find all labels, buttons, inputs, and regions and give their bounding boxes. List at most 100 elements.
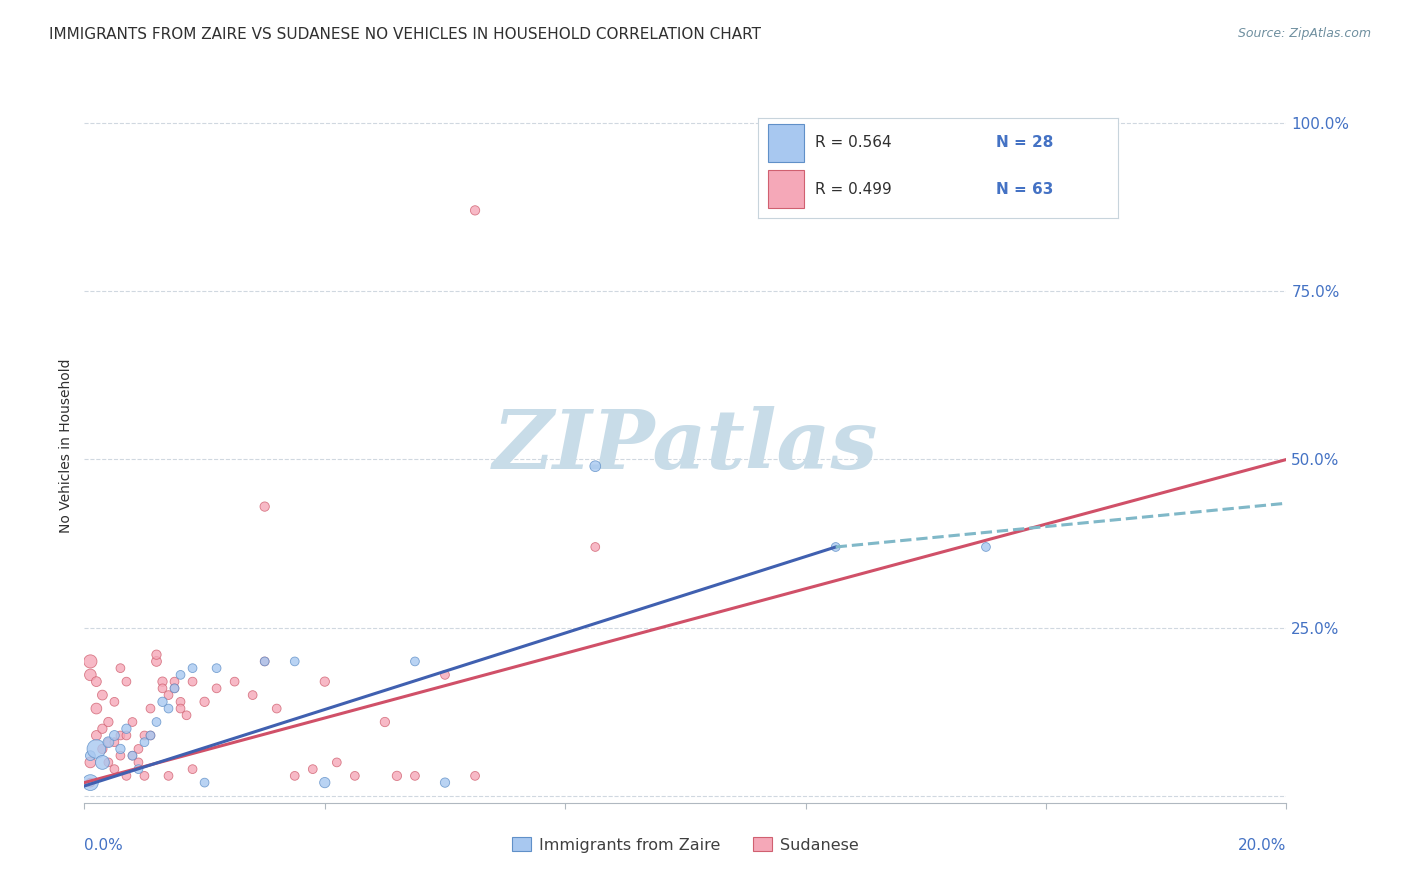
Point <box>86 729 108 743</box>
Point <box>127 762 149 776</box>
Bar <box>768 169 804 208</box>
Point <box>301 762 323 776</box>
Point <box>583 540 606 554</box>
Text: ZIPatlas: ZIPatlas <box>492 406 879 486</box>
Point <box>115 769 138 783</box>
Point <box>253 655 276 669</box>
Point <box>404 769 426 783</box>
Point <box>284 769 307 783</box>
Point <box>181 674 204 689</box>
Point <box>314 674 336 689</box>
Point <box>163 674 186 689</box>
Point <box>115 729 138 743</box>
Point <box>583 459 606 474</box>
Point <box>169 695 191 709</box>
Point <box>152 695 174 709</box>
Text: Source: ZipAtlas.com: Source: ZipAtlas.com <box>1237 27 1371 40</box>
Point <box>169 701 191 715</box>
Point <box>163 681 186 696</box>
Legend: Immigrants from Zaire, Sudanese: Immigrants from Zaire, Sudanese <box>506 830 865 859</box>
Point <box>121 714 143 729</box>
Point <box>134 769 156 783</box>
Point <box>91 722 114 736</box>
Point <box>103 729 125 743</box>
Point <box>385 769 408 783</box>
Point <box>824 540 846 554</box>
Point <box>284 655 307 669</box>
Text: 20.0%: 20.0% <box>1239 838 1286 854</box>
Point <box>103 695 125 709</box>
Point <box>110 661 132 675</box>
Point <box>163 681 186 696</box>
Point <box>134 735 156 749</box>
Point <box>434 668 457 682</box>
Point <box>181 661 204 675</box>
Point <box>91 742 114 756</box>
Point <box>110 729 132 743</box>
Point <box>121 748 143 763</box>
Point <box>79 655 101 669</box>
Point <box>152 681 174 696</box>
Point <box>145 655 167 669</box>
Point <box>139 701 162 715</box>
Point <box>79 748 101 763</box>
Point <box>79 775 101 789</box>
Point <box>374 714 396 729</box>
Point <box>326 756 349 770</box>
Point <box>157 769 180 783</box>
Text: R = 0.564: R = 0.564 <box>815 136 891 150</box>
Point <box>127 756 149 770</box>
Text: IMMIGRANTS FROM ZAIRE VS SUDANESE NO VEHICLES IN HOUSEHOLD CORRELATION CHART: IMMIGRANTS FROM ZAIRE VS SUDANESE NO VEH… <box>49 27 761 42</box>
Point <box>974 540 997 554</box>
Point <box>464 769 486 783</box>
Point <box>134 729 156 743</box>
Point <box>91 688 114 702</box>
Point <box>121 748 143 763</box>
Point <box>91 756 114 770</box>
Point <box>181 762 204 776</box>
Point <box>314 775 336 789</box>
Point <box>205 661 228 675</box>
Point <box>404 655 426 669</box>
Point <box>86 742 108 756</box>
Point <box>86 701 108 715</box>
Point <box>103 735 125 749</box>
Point <box>97 735 120 749</box>
Point <box>145 714 167 729</box>
Bar <box>768 124 804 161</box>
Point <box>127 742 149 756</box>
Point <box>79 756 101 770</box>
Point <box>434 775 457 789</box>
Point <box>139 729 162 743</box>
Point <box>224 674 246 689</box>
Point <box>194 775 217 789</box>
Text: N = 28: N = 28 <box>995 136 1053 150</box>
Text: N = 63: N = 63 <box>995 182 1053 197</box>
Point <box>115 674 138 689</box>
Point <box>464 203 486 218</box>
Point <box>86 674 108 689</box>
Point <box>103 762 125 776</box>
Point <box>205 681 228 696</box>
Point <box>242 688 264 702</box>
Point <box>115 722 138 736</box>
Text: 0.0%: 0.0% <box>84 838 124 854</box>
Point <box>343 769 366 783</box>
Point <box>97 735 120 749</box>
Point <box>157 688 180 702</box>
Text: R = 0.499: R = 0.499 <box>815 182 891 197</box>
Point <box>176 708 198 723</box>
Point <box>253 655 276 669</box>
Point <box>169 668 191 682</box>
Point <box>253 500 276 514</box>
Point <box>194 695 217 709</box>
Point <box>97 714 120 729</box>
Y-axis label: No Vehicles in Household: No Vehicles in Household <box>59 359 73 533</box>
Point <box>139 729 162 743</box>
Point <box>266 701 288 715</box>
Point <box>152 674 174 689</box>
Point <box>97 756 120 770</box>
Point <box>79 775 101 789</box>
Point <box>145 648 167 662</box>
Point <box>110 748 132 763</box>
